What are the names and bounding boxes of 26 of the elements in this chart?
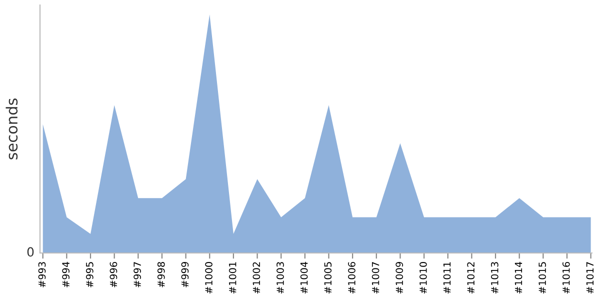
x-tick-label: #996 (110, 262, 118, 288)
x-tick-label: #1004 (300, 262, 308, 294)
x-tick-label: #1016 (562, 262, 570, 294)
x-tick-label: #1009 (396, 262, 404, 294)
x-tick-label: #1005 (324, 262, 332, 294)
x-tick-label: #999 (181, 262, 189, 288)
text: 0 (27, 247, 34, 257)
x-tick-label: #1002 (252, 262, 260, 294)
x-tick-label: #1010 (420, 262, 427, 294)
x-tick-label: #1014 (514, 262, 522, 294)
x-tick-label: #993 (38, 262, 46, 288)
x-tick-label: #1003 (276, 262, 284, 294)
x-tick-label: #995 (86, 262, 94, 288)
x-tick-label: #1017 (586, 262, 594, 294)
y-axis-title: seconds (6, 98, 18, 160)
x-tick-label: #1013 (490, 262, 498, 294)
x-tick-label: #994 (62, 262, 70, 288)
x-tick-label: #1007 (372, 262, 380, 294)
x-tick-label: #998 (157, 262, 165, 288)
x-tick-label: #1012 (467, 262, 475, 294)
x-tick-label: #1001 (228, 262, 236, 294)
x-tick-label: #1015 (538, 262, 546, 294)
x-tick-label: #1006 (348, 262, 356, 294)
x-tick-label: #1000 (205, 262, 212, 294)
x-tick-label: #997 (134, 262, 141, 288)
x-tick-label: #1011 (443, 262, 451, 294)
